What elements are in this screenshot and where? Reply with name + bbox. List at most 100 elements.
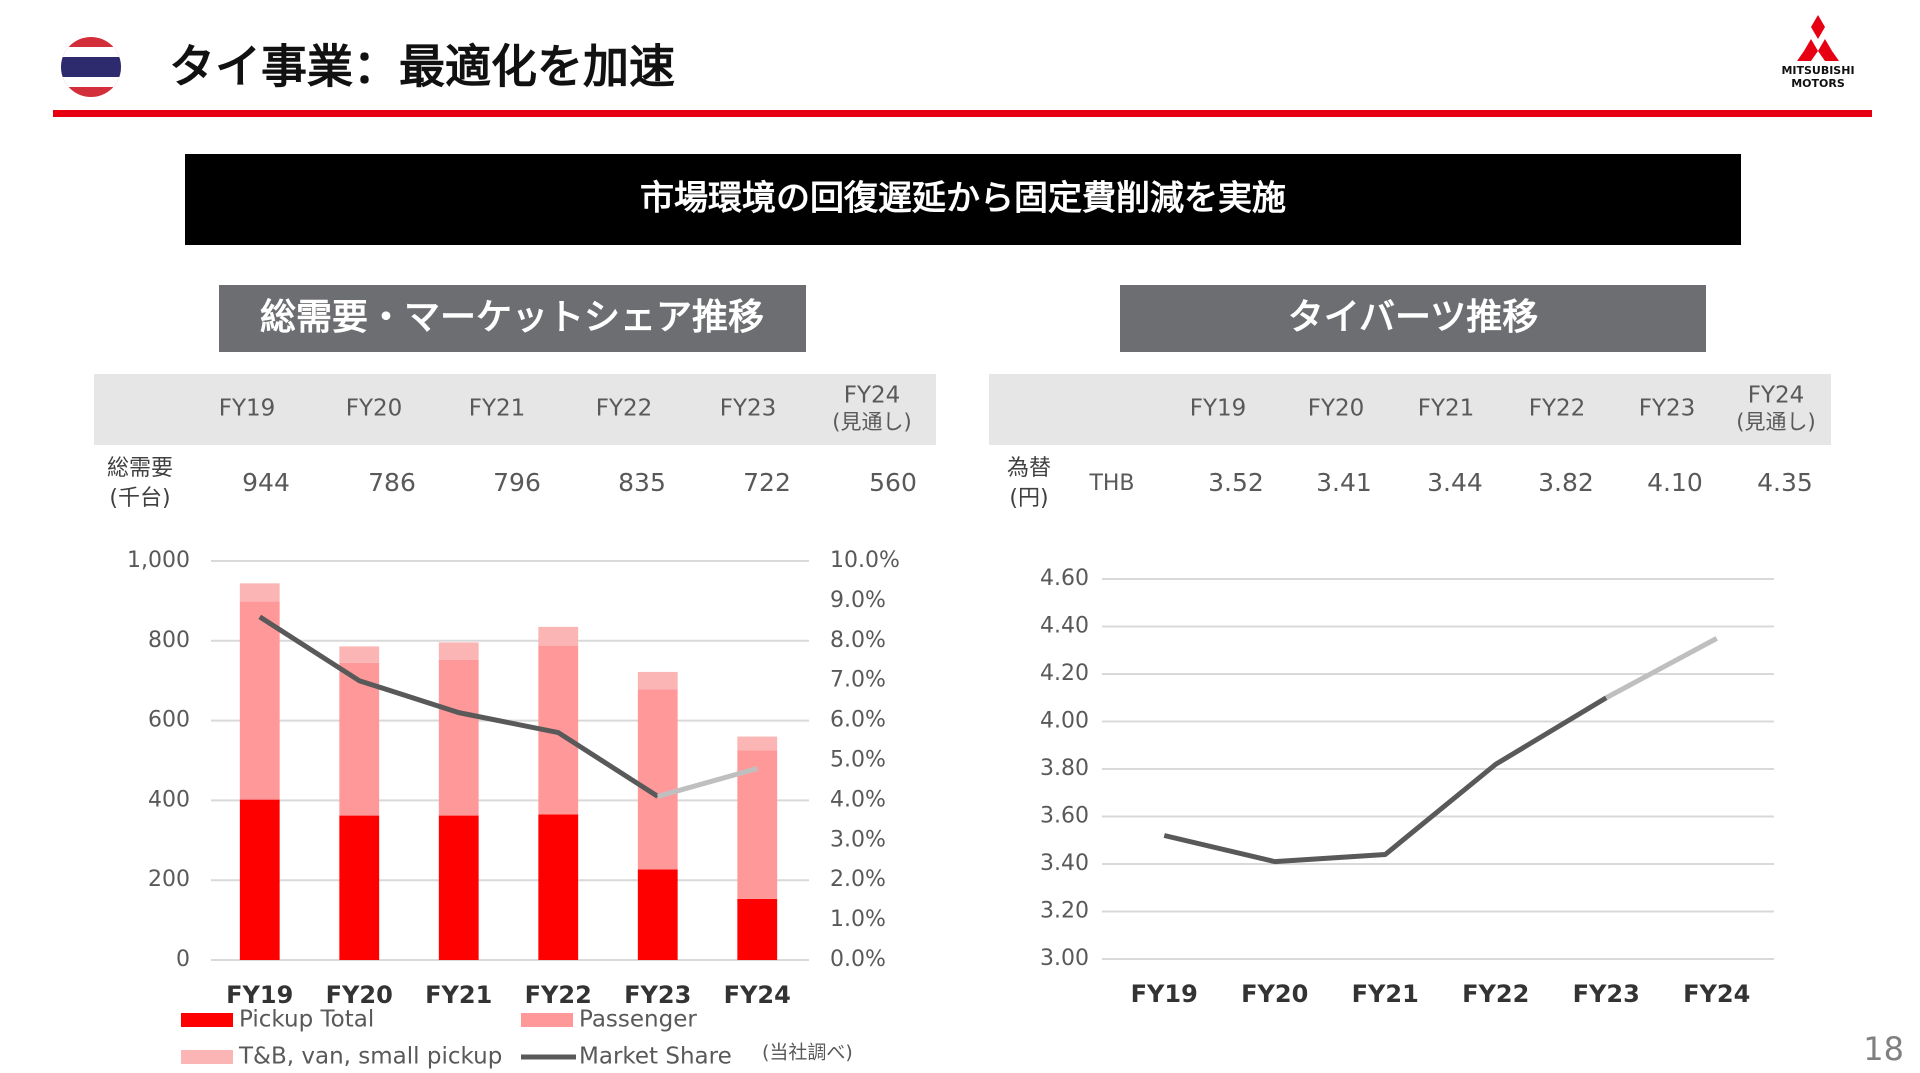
x-tick-label: FY20 bbox=[1241, 980, 1308, 1008]
y-tick-label: 3.00 bbox=[1040, 946, 1089, 971]
legend-label: T&B, van, small pickup bbox=[238, 1044, 502, 1070]
x-tick-label: FY22 bbox=[1462, 980, 1529, 1008]
y-tick-label: 4.40 bbox=[1040, 614, 1089, 639]
bar-segment bbox=[637, 869, 678, 960]
y2-tick-label: 2.0% bbox=[830, 867, 886, 892]
table-value: 3.52 bbox=[1208, 468, 1264, 497]
bar-segment bbox=[438, 815, 479, 960]
flag bbox=[61, 37, 121, 97]
x-tick-label: FY19 bbox=[226, 981, 293, 1009]
column-header: FY23 bbox=[1639, 396, 1696, 422]
bar-segment bbox=[239, 601, 280, 800]
row-label: 総需要 bbox=[107, 456, 173, 481]
y-tick-label: 3.20 bbox=[1040, 899, 1089, 924]
y2-tick-label: 8.0% bbox=[830, 628, 886, 653]
row-label: 為替 bbox=[1007, 456, 1051, 481]
table-value: 835 bbox=[618, 468, 666, 497]
legend-swatch bbox=[521, 1013, 573, 1027]
bar-segment bbox=[737, 750, 778, 899]
banner bbox=[185, 154, 1741, 245]
row-unit: (円) bbox=[1009, 486, 1048, 511]
bar-segment bbox=[538, 814, 579, 960]
table-header bbox=[989, 374, 1831, 445]
bar-segment bbox=[339, 646, 380, 663]
bar-segment bbox=[737, 898, 778, 960]
bar-segment bbox=[737, 736, 778, 751]
y2-tick-label: 4.0% bbox=[830, 787, 886, 812]
bar-segment bbox=[637, 689, 678, 870]
table-value: 3.44 bbox=[1427, 468, 1483, 497]
bar-segment bbox=[438, 642, 479, 660]
legend-label: Pickup Total bbox=[239, 1007, 374, 1033]
bar-segment bbox=[538, 626, 579, 646]
column-header: FY21 bbox=[469, 396, 526, 422]
y2-tick-label: 1.0% bbox=[830, 907, 886, 932]
y-tick-label: 4.00 bbox=[1040, 709, 1089, 734]
table-value: 786 bbox=[368, 468, 416, 497]
table-value: 3.82 bbox=[1538, 468, 1594, 497]
column-header: FY20 bbox=[346, 396, 403, 422]
forecast-line bbox=[1605, 636, 1718, 700]
table-value: 796 bbox=[493, 468, 541, 497]
x-tick-label: FY22 bbox=[525, 981, 592, 1009]
page-title: タイ事業：最適化を加速 bbox=[169, 40, 675, 94]
logo-text: MITSUBISHI bbox=[1781, 64, 1854, 77]
y-tick-label: 0 bbox=[176, 947, 190, 972]
section-title: タイバーツ推移 bbox=[1288, 297, 1539, 338]
legend-swatch bbox=[181, 1013, 233, 1027]
x-tick-label: FY24 bbox=[1683, 980, 1750, 1008]
bar-segment bbox=[239, 799, 280, 960]
y2-tick-label: 7.0% bbox=[830, 668, 886, 693]
y2-tick-label: 10.0% bbox=[830, 548, 900, 573]
chart-note: (当社調べ) bbox=[762, 1042, 853, 1064]
legend-label: Passenger bbox=[579, 1007, 697, 1033]
column-header: FY22 bbox=[596, 396, 653, 422]
section-title: 総需要・マーケットシェア推移 bbox=[260, 297, 764, 338]
column-header: FY20 bbox=[1308, 396, 1365, 422]
y-tick-label: 400 bbox=[148, 787, 190, 812]
bar-segment bbox=[339, 815, 380, 960]
x-tick-label: FY23 bbox=[1573, 980, 1640, 1008]
page-number: 18 bbox=[1863, 1030, 1904, 1068]
column-header: FY24 bbox=[1748, 383, 1805, 409]
y-tick-label: 3.40 bbox=[1040, 851, 1089, 876]
forecast-note: (見通し) bbox=[1736, 410, 1815, 434]
title-rule bbox=[53, 110, 1872, 117]
column-header: FY19 bbox=[219, 396, 276, 422]
y-tick-label: 4.60 bbox=[1040, 566, 1089, 591]
table-value: 3.41 bbox=[1316, 468, 1372, 497]
logo: MITSUBISHI MOTORS bbox=[1781, 15, 1855, 90]
column-header: FY22 bbox=[1529, 396, 1586, 422]
x-tick-label: FY20 bbox=[326, 981, 393, 1009]
y2-tick-label: 9.0% bbox=[830, 588, 886, 613]
forecast-line bbox=[657, 766, 758, 799]
table-value: 4.35 bbox=[1757, 468, 1813, 497]
column-header: FY21 bbox=[1418, 396, 1475, 422]
y-tick-label: 800 bbox=[148, 628, 190, 653]
y2-tick-label: 3.0% bbox=[830, 827, 886, 852]
bar-segment bbox=[438, 659, 479, 816]
table-value: 560 bbox=[869, 468, 917, 497]
line bbox=[258, 614, 660, 799]
legend-swatch bbox=[181, 1050, 233, 1064]
table-header bbox=[94, 374, 936, 445]
y2-tick-label: 0.0% bbox=[830, 947, 886, 972]
currency: THB bbox=[1088, 471, 1134, 496]
legend-label: Market Share bbox=[579, 1044, 732, 1070]
table-value: 4.10 bbox=[1647, 468, 1703, 497]
x-tick-label: FY23 bbox=[624, 981, 691, 1009]
section-label bbox=[1120, 285, 1706, 352]
line bbox=[1163, 695, 1608, 865]
bar-segment bbox=[239, 583, 280, 602]
table-value: 944 bbox=[242, 468, 290, 497]
y2-tick-label: 5.0% bbox=[830, 748, 886, 773]
bar-segment bbox=[637, 671, 678, 690]
column-header: FY23 bbox=[720, 396, 777, 422]
x-tick-label: FY19 bbox=[1131, 980, 1198, 1008]
y-tick-label: 3.80 bbox=[1040, 756, 1089, 781]
y-tick-label: 4.20 bbox=[1040, 661, 1089, 686]
y-tick-label: 600 bbox=[148, 708, 190, 733]
logo-text: MOTORS bbox=[1791, 77, 1845, 90]
